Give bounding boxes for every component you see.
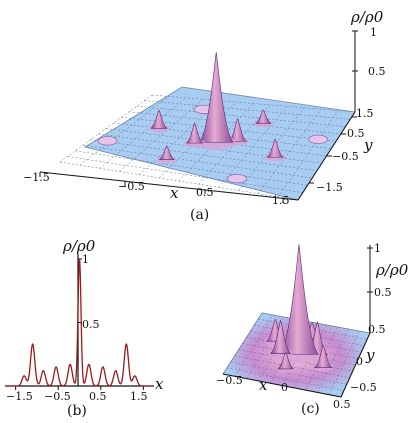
panel-b: ρ/ρ0 1 0.5 x −1.5 −0.5 0.5 1.5 (b) [5,237,164,419]
panel-c-z-label: ρ/ρ0 [375,261,409,279]
panel-a-peak-8 [308,134,328,144]
panel-a-peaks [97,52,328,184]
panel-a-peak-3 [150,109,168,129]
panel-c-gridline-v-9 [258,318,368,340]
panel-b-density-curve [5,258,154,387]
panel-c-peak-4 [313,344,334,368]
panel-a-caption: (a) [190,207,209,223]
panel-c-x-axis [222,373,342,398]
panel-a-y-tick-label-m15: −1.5 [316,181,343,194]
panel-a-gridline-v-9 [128,111,341,135]
panel-a-gridline-u-2 [99,97,186,169]
panel-c-peak-0 [279,244,319,355]
panel-a-y-label: y [363,136,373,154]
panel-a-x-label: x [170,184,179,202]
panel-b-x-tick-label-m05: −0.5 [44,390,71,403]
panel-a-y-tick-label-15: 1.5 [356,107,374,120]
panel-a-x-axis [39,171,299,201]
panel-c-x-tick-label-0: 0 [281,381,288,394]
panel-a-gridline-u-10 [258,109,322,194]
panel-b-x-label: x [155,375,164,393]
panel-b-x-tick-label-05: 0.5 [89,390,107,403]
panel-a-gridline-v-11 [144,100,351,120]
panel-a-peak-5 [255,109,272,124]
panel-a-grid [59,94,356,201]
panel-c-x-tick-label-m05: −0.5 [216,374,243,387]
panel-b-x-tick-label-m15: −1.5 [6,390,33,403]
panel-c-z-tick-label-1: 1 [374,242,381,255]
panel-a-peak-0 [198,52,234,143]
panel-a-peak-2 [186,122,204,144]
panel-c-gridline-v-8 [254,324,365,347]
panel-c-peaks [264,244,334,373]
panel-a-z-tick-label-05: 0.5 [368,65,386,78]
panel-a-peak-9 [97,136,118,146]
panel-a-gridline-v-3 [82,145,313,179]
panel-b-y-label: ρ/ρ0 [62,237,96,255]
panel-c: 1 0.5 ρ/ρ0 −0.5 0 0.5 x 0.5 0 −0.5 y (c) [216,242,409,417]
panel-c-x-label: x [259,376,268,394]
panel-b-y-tick-label-1: 1 [82,253,89,266]
panel-a-z-label: ρ/ρ0 [350,8,384,26]
panel-c-z-tick-label-05: 0.5 [374,286,392,299]
panel-c-y-tick-label-05: 0.5 [368,323,386,336]
panel-a-gridline-u-8 [218,106,288,188]
panel-a-y-tick-label-05: 0.5 [347,127,365,140]
panel-a-x-tick-label-m05: −0.5 [118,180,145,193]
panel-a-peak-10 [227,174,247,184]
panel-c-caption: (c) [301,401,320,417]
panel-a-y-axis [297,111,356,201]
panel-a-x-tick-label-15: 1.5 [272,194,290,207]
panel-a-x-tick-label-m15: −1.5 [23,171,50,184]
panel-a-peak-1 [227,118,248,142]
panel-a-gridline-u-11 [277,110,339,197]
panel-a-gridline-v-10 [136,105,346,127]
panel-a-peak-6 [159,145,175,160]
panel-c-y-tick-label-m05: −0.5 [350,381,377,394]
panel-a-y-ticks [309,116,357,184]
panel-b-ticks [15,258,144,390]
panel-a-peak-4 [266,138,284,158]
panel-a-x-ticks [39,172,284,203]
panel-b-caption: (b) [67,403,87,419]
panel-a-x-tick-label-05: 0.5 [196,186,214,199]
panel-b-y-tick-label-05: 0.5 [82,318,100,331]
panel-c-peak-6 [277,351,294,370]
panel-c-gridline-v-3 [234,355,350,379]
panel-c-y-label: y [365,346,375,364]
panel-a-z-tick-label-1: 1 [370,26,377,39]
panel-b-x-tick-label-15: 1.5 [130,390,148,403]
panel-c-y-axis [340,332,371,398]
panel-a-y-tick-label-m05: −0.5 [332,150,359,163]
panel-c-gridline-u-1 [234,314,274,377]
panel-a-gridline-v-12 [151,94,356,113]
panel-a: 1 0.5 ρ/ρ0 −1.5 −0.5 0.5 1.5 x 1.5 0.5 −… [23,8,386,223]
panel-c-y-tick-label-0: 0 [356,355,363,368]
panel-c-peak-2 [269,319,292,354]
panel-c-x-tick-label-05: 0.5 [333,398,351,411]
